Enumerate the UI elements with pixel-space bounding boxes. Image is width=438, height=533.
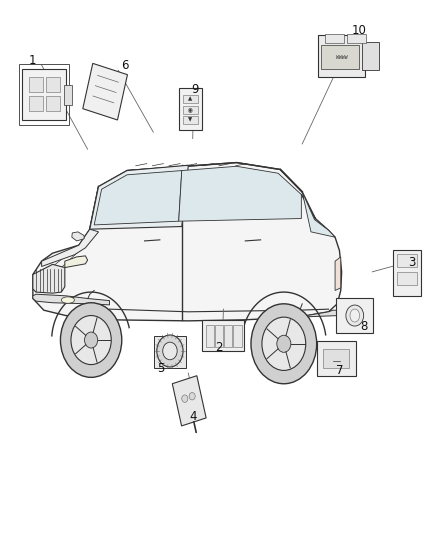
Text: 10: 10 (352, 25, 367, 37)
FancyBboxPatch shape (180, 88, 201, 130)
Polygon shape (335, 257, 341, 290)
Circle shape (182, 395, 188, 402)
Polygon shape (179, 166, 301, 221)
Text: 6: 6 (121, 59, 129, 71)
Text: 4: 4 (189, 410, 197, 423)
Circle shape (157, 335, 183, 367)
Text: WWWW: WWWW (336, 54, 347, 60)
Polygon shape (90, 165, 188, 229)
Polygon shape (172, 376, 206, 426)
Polygon shape (302, 192, 335, 237)
FancyBboxPatch shape (183, 95, 198, 103)
Circle shape (262, 317, 306, 370)
FancyBboxPatch shape (154, 336, 186, 368)
Polygon shape (42, 229, 99, 266)
Polygon shape (94, 171, 182, 225)
Ellipse shape (61, 297, 74, 303)
FancyBboxPatch shape (183, 116, 198, 124)
Text: 8: 8 (360, 320, 367, 333)
Circle shape (163, 342, 177, 360)
FancyBboxPatch shape (64, 85, 72, 105)
Polygon shape (298, 310, 342, 317)
FancyBboxPatch shape (397, 254, 417, 268)
FancyBboxPatch shape (224, 325, 233, 347)
FancyBboxPatch shape (46, 77, 60, 92)
FancyBboxPatch shape (183, 106, 198, 114)
Ellipse shape (346, 305, 364, 326)
FancyBboxPatch shape (393, 250, 421, 296)
FancyBboxPatch shape (362, 42, 379, 70)
Text: ▲: ▲ (188, 96, 193, 101)
FancyBboxPatch shape (215, 325, 223, 347)
Text: 9: 9 (191, 83, 199, 96)
FancyBboxPatch shape (318, 35, 365, 77)
Text: 3: 3 (408, 256, 415, 269)
Circle shape (60, 303, 122, 377)
Polygon shape (33, 163, 342, 321)
FancyBboxPatch shape (321, 45, 360, 69)
Text: ▼: ▼ (188, 117, 193, 123)
FancyBboxPatch shape (29, 96, 43, 111)
Polygon shape (65, 256, 88, 268)
FancyBboxPatch shape (29, 77, 43, 92)
Polygon shape (72, 232, 84, 241)
FancyBboxPatch shape (323, 349, 350, 368)
Circle shape (71, 316, 111, 365)
Circle shape (85, 332, 98, 348)
Polygon shape (83, 63, 127, 120)
FancyBboxPatch shape (317, 341, 356, 376)
Text: 5: 5 (158, 362, 165, 375)
FancyBboxPatch shape (336, 298, 373, 333)
Text: 1: 1 (29, 54, 37, 67)
Circle shape (251, 304, 317, 384)
Circle shape (189, 392, 195, 400)
FancyBboxPatch shape (347, 34, 366, 43)
FancyBboxPatch shape (22, 69, 66, 120)
Ellipse shape (350, 309, 360, 322)
FancyBboxPatch shape (202, 320, 244, 351)
Text: 2: 2 (215, 341, 223, 354)
FancyBboxPatch shape (397, 272, 417, 285)
FancyBboxPatch shape (233, 325, 242, 347)
Circle shape (277, 335, 291, 352)
Text: ◉: ◉ (188, 107, 193, 112)
FancyBboxPatch shape (205, 325, 214, 347)
Polygon shape (33, 264, 65, 293)
Polygon shape (33, 294, 110, 305)
FancyBboxPatch shape (325, 34, 344, 43)
Text: 7: 7 (336, 364, 343, 377)
FancyBboxPatch shape (46, 96, 60, 111)
